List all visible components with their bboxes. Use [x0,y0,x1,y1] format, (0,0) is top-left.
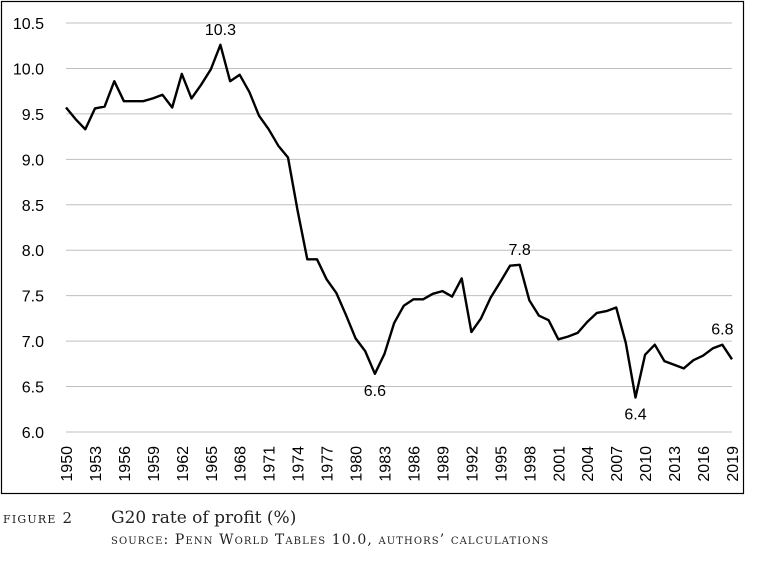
series-line [65,43,733,399]
data-label: 7.8 [509,242,531,259]
x-tick-label: 1992 [464,446,481,482]
y-tick-label: 7.0 [22,334,44,351]
x-tick-label: 1956 [117,446,134,482]
y-tick-label: 6.5 [22,380,44,397]
y-tick-label: 10.0 [13,61,44,78]
y-tick-label: 7.5 [22,289,44,306]
annotations: 10.3 6.6 7.8 6.4 6.8 [205,22,734,424]
x-tick-label: 2001 [551,446,568,482]
y-tick-label: 6.0 [22,425,44,442]
y-tick-label: 8.5 [22,198,44,215]
x-tick-label: 1998 [522,446,539,482]
x-tick-label: 2013 [667,446,684,482]
x-tick-label: 1977 [320,446,337,482]
x-tick-label: 1986 [406,446,423,482]
y-tick-label: 8.0 [22,243,44,260]
x-tick-label: 1962 [175,446,192,482]
y-tick-label: 10.5 [13,16,44,33]
y-tick-label: 9.0 [22,152,44,169]
x-tick-label: 1953 [88,446,105,482]
chart-border [0,0,745,495]
x-axis-ticks: 1950 1953 1956 1959 1962 1965 1968 1971 1974 1977… [59,446,742,482]
x-tick-label: 2007 [609,446,626,482]
figure-source: source: Penn World Tables 10.0, authors’… [111,532,550,548]
series-line-layer [65,43,733,399]
x-tick-label: 1971 [262,446,279,482]
x-tick-label: 2016 [696,446,713,482]
chart-frame: 6.0 6.5 7.0 7.5 8.0 8.5 9.0 9.5 10.0 10.5 1950 195… [0,0,745,495]
figure-label: figure 2 [3,509,74,527]
x-tick-label: 1950 [59,446,76,482]
y-tick-label: 9.5 [22,107,44,124]
x-tick-label: 1974 [291,446,308,482]
x-tick-label: 2010 [638,446,655,482]
gridlines [66,22,732,433]
figure-caption: figure 2 G20 rate of profit (%) source: … [3,508,549,548]
y-axis-ticks: 6.0 6.5 7.0 7.5 8.0 8.5 9.0 9.5 10.0 10.5 [13,16,44,442]
x-tick-label: 1989 [435,446,452,482]
data-label: 6.8 [711,322,733,339]
x-tick-label: 1980 [349,446,366,482]
x-tick-label: 1965 [204,446,221,482]
data-label: 10.3 [205,22,236,39]
x-tick-label: 2004 [580,446,597,482]
x-tick-label: 1959 [146,446,163,482]
x-tick-label: 1968 [233,446,250,482]
figure-title: G20 rate of profit (%) [111,508,297,528]
data-label: 6.4 [624,406,646,423]
line-chart: 6.06.57.07.58.08.59.09.510.010.5 1950 195… [0,0,745,495]
x-tick-label: 1983 [378,446,395,482]
data-label: 6.6 [364,383,386,400]
x-tick-label: 2019 [725,446,742,482]
x-tick-label: 1995 [493,446,510,482]
